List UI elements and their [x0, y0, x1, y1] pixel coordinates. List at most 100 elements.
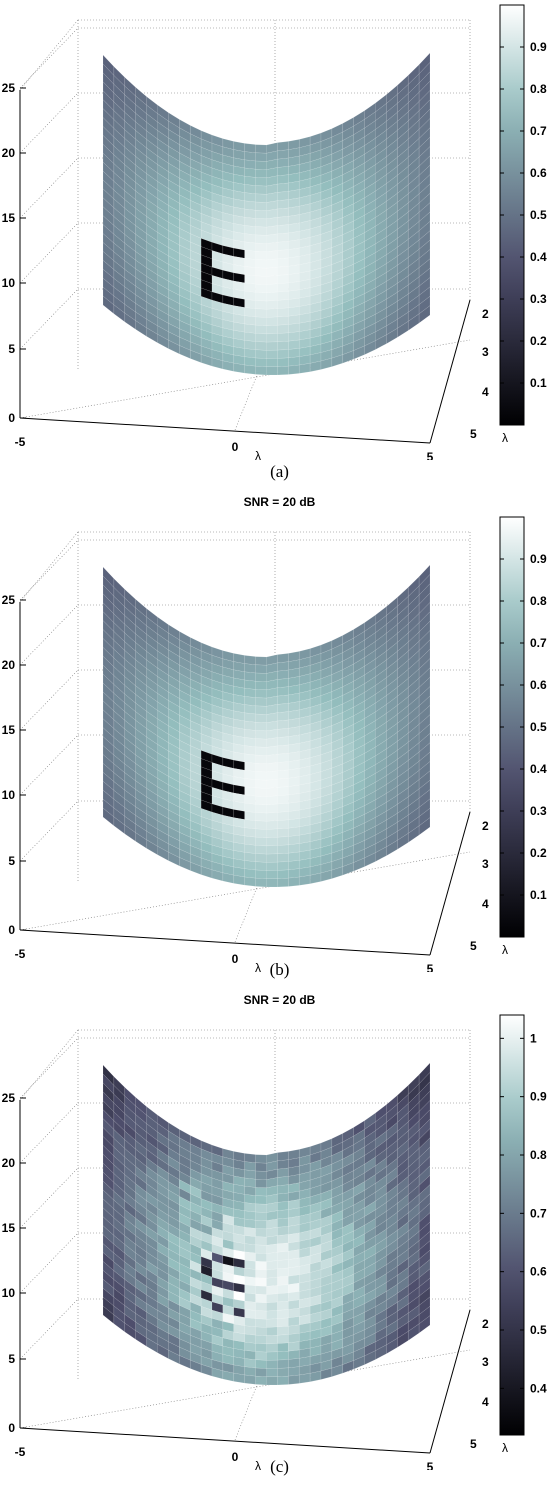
- surface-cell: [255, 349, 267, 359]
- z-tick-label: 5: [8, 342, 15, 356]
- surface-cell: [255, 754, 267, 764]
- plot-title-b: SNR = 20 dB: [243, 495, 316, 509]
- surface-cell: [266, 795, 278, 806]
- surface-cell: [244, 1350, 256, 1360]
- colorbar-tick-label: 0.7: [530, 636, 547, 650]
- surface-cell: [288, 298, 300, 309]
- surface-cell: [266, 1343, 278, 1353]
- surface-cell: [244, 852, 256, 862]
- surface-cell: [288, 306, 300, 317]
- surface-cell: [277, 366, 289, 376]
- surface-cell: [266, 754, 278, 764]
- colorbar-tick-label: 0.8: [530, 1148, 547, 1162]
- surface-cell: [288, 868, 300, 879]
- z-tick-label: 15: [2, 211, 16, 225]
- surface-cell: [255, 656, 267, 666]
- colorbar-tick-label: 0.2: [530, 334, 547, 348]
- surface-cell: [244, 1218, 256, 1229]
- y-axis-label: λ: [502, 1441, 508, 1455]
- surface-mesh: [102, 1062, 431, 1386]
- surface-cell: [244, 258, 256, 268]
- z-tick-label: 20: [2, 658, 16, 672]
- surface-cell: [266, 300, 278, 310]
- surface-cell: [244, 876, 256, 887]
- surface-cell: [255, 689, 267, 699]
- surface-cell: [255, 1187, 267, 1197]
- surface-cell: [299, 1373, 311, 1384]
- surface-cell: [277, 1151, 289, 1162]
- surface-cell: [266, 870, 278, 879]
- colorbar-tick-label: 0.4: [530, 250, 547, 264]
- colorbar-tick-label: 0.6: [530, 678, 547, 692]
- y-tick-label: 3: [482, 1355, 489, 1369]
- grid-line-z: [19, 222, 79, 284]
- surface-cell: [277, 324, 289, 334]
- surface-cell: [255, 845, 267, 855]
- surface-cell: [244, 323, 256, 334]
- surface-cell: [255, 1220, 267, 1230]
- surface-cell: [244, 770, 256, 780]
- surface-cell: [266, 1310, 278, 1320]
- surface-cell: [288, 264, 300, 275]
- surface-cell: [244, 1333, 256, 1344]
- surface-cell: [244, 811, 256, 821]
- plot-title-c: SNR = 20 dB: [243, 993, 316, 1007]
- grid-line-z: [19, 92, 79, 154]
- surface-cell: [244, 348, 256, 359]
- surface-cell: [255, 193, 267, 203]
- surface-cell: [288, 1257, 300, 1269]
- z-tick-label: 10: [2, 788, 16, 802]
- surface-cell: [233, 363, 245, 374]
- x-tick-label: 0: [232, 1450, 239, 1464]
- surface-cell: [288, 348, 300, 359]
- surface-cell: [277, 1251, 289, 1261]
- surface-cell: [255, 705, 267, 715]
- surface-cell: [255, 218, 267, 228]
- surface-cell: [277, 266, 289, 276]
- surface-cell: [244, 159, 256, 170]
- surface-cell: [255, 664, 267, 674]
- x-axis: [19, 417, 431, 444]
- surface-cell: [266, 1359, 278, 1369]
- surface-cell: [244, 819, 256, 830]
- surface-cell: [255, 292, 267, 302]
- surface-cell: [288, 339, 300, 350]
- surface-cell: [277, 861, 289, 871]
- surface-cell: [266, 1260, 278, 1271]
- surface-cell: [277, 794, 289, 805]
- surface-cell: [288, 1333, 300, 1344]
- surface-cell: [255, 878, 267, 888]
- surface-cell: [266, 266, 278, 277]
- surface-cell: [255, 308, 267, 318]
- surface-cell: [244, 299, 256, 309]
- surface-cell: [277, 1276, 289, 1286]
- z-tick-label: 10: [2, 1286, 16, 1300]
- surface-cell: [288, 1358, 300, 1369]
- surface-cell: [277, 291, 289, 301]
- surface-cell: [288, 1324, 300, 1335]
- surface-cell: [255, 1154, 267, 1164]
- surface-cell: [266, 812, 278, 822]
- z-tick-label: 5: [8, 854, 15, 868]
- surface-cell: [244, 1292, 256, 1303]
- x-tick-label: -5: [15, 1445, 26, 1459]
- surface-cell: [244, 1202, 256, 1213]
- surface-cell: [233, 1373, 245, 1384]
- surface-cell: [277, 1267, 289, 1278]
- surface-cell: [277, 819, 289, 830]
- grid-line-z: [19, 27, 79, 89]
- surface-cell: [277, 249, 289, 259]
- box-left-diag: [19, 1029, 79, 1101]
- surface-cell: [244, 753, 256, 764]
- surface-cell: [418, 305, 431, 324]
- surface-cell: [244, 1284, 256, 1295]
- surface-cell: [288, 1282, 300, 1294]
- surface-cell: [266, 1235, 278, 1246]
- surface-cell: [277, 1226, 289, 1236]
- surface-cell: [277, 191, 289, 201]
- surface-cell: [266, 250, 278, 261]
- surface-cell: [255, 672, 267, 682]
- grid-line-z: [19, 157, 79, 219]
- surface-cell: [277, 216, 289, 226]
